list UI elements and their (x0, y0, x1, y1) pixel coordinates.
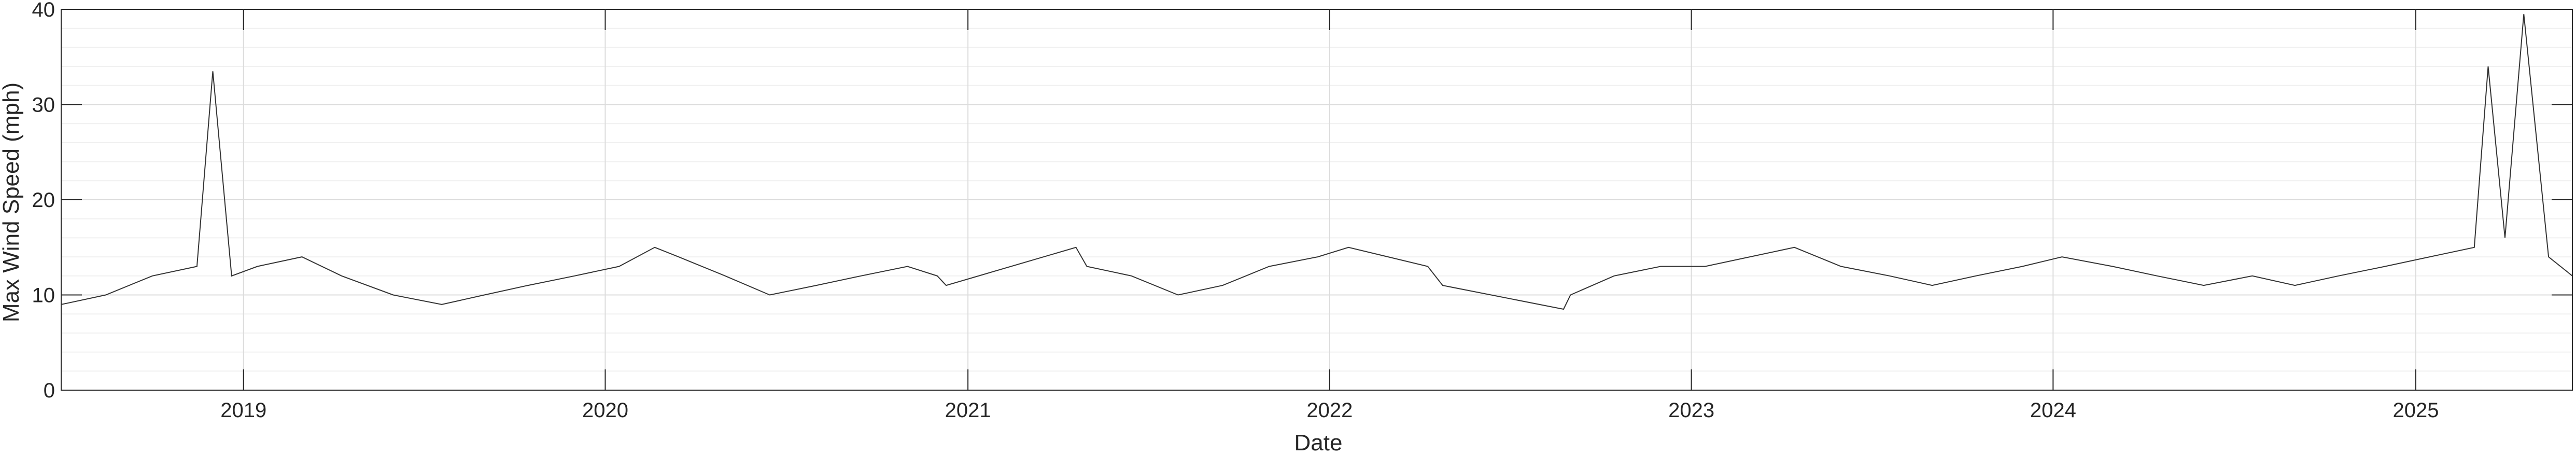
x-tick-label: 2022 (1306, 399, 1353, 422)
y-tick-label: 30 (32, 94, 55, 117)
y-tick-label: 40 (32, 0, 55, 21)
x-tick-label: 2021 (945, 399, 991, 422)
y-tick-label: 10 (32, 284, 55, 307)
y-tick-labels: 0 10 20 30 40 (32, 0, 55, 402)
plot-frame (61, 9, 2573, 391)
x-tick-label: 2019 (220, 399, 266, 422)
x-tick-labels: 2019 2020 2021 2022 2023 2024 2025 (220, 399, 2439, 422)
x-tick-label: 2020 (582, 399, 628, 422)
series-line (61, 14, 2573, 310)
x-tick-label: 2025 (2392, 399, 2439, 422)
data-line-group (61, 14, 2573, 310)
x-axis-label: Date (1294, 430, 1343, 455)
y-tick-label: 20 (32, 189, 55, 212)
x-tick-label: 2024 (2030, 399, 2076, 422)
y-tick-label: 0 (44, 379, 55, 402)
y-axis-label: Max Wind Speed (mph) (0, 82, 24, 322)
x-tick-label: 2023 (1668, 399, 1714, 422)
